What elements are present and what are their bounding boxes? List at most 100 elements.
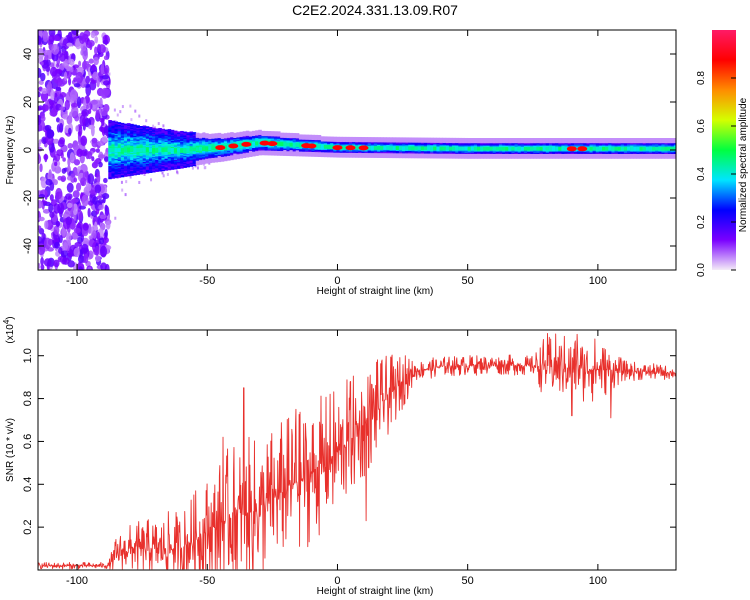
spectrogram-cell <box>270 150 275 152</box>
spectrogram-cell <box>308 135 312 138</box>
spectrogram-cell <box>161 145 165 148</box>
spectrogram-cell <box>230 134 234 137</box>
spectrogram-cell <box>152 145 156 148</box>
spectrogram-cell <box>417 137 422 140</box>
spectrogram-cell <box>492 139 497 141</box>
spectrogram-cell <box>592 142 597 145</box>
spectrogram-cell <box>395 139 400 142</box>
spectrogram-cell <box>633 156 637 158</box>
spectrogram-cell <box>477 150 481 152</box>
spectrogram-cell <box>158 127 162 130</box>
spectrogram-cell <box>117 161 122 164</box>
spectrogram-cell <box>148 166 153 169</box>
spectrogram-cell <box>439 137 444 140</box>
spectrogram-cell <box>214 142 219 145</box>
spectrogram-cell <box>595 152 600 154</box>
spectrogram-cell <box>330 142 334 145</box>
spectrogram-cell <box>158 136 162 138</box>
spectrogram-cell <box>395 156 400 159</box>
spectrogram-cell <box>139 135 144 138</box>
spectrogram-cell <box>261 134 265 137</box>
spectrogram-cell <box>120 131 125 133</box>
spectrogram-core <box>614 146 619 151</box>
spectrogram-cell <box>536 139 540 141</box>
spectrogram-cell <box>261 138 265 140</box>
spectrogram-cell <box>330 137 334 140</box>
spectrogram-cell <box>645 140 650 142</box>
spectrogram-cell <box>120 144 125 147</box>
spectrogram-cell <box>252 140 256 143</box>
spectrogram-cell <box>214 133 219 135</box>
spectrogram-cell <box>142 161 147 164</box>
spectrogram-cell <box>427 140 431 142</box>
noise-blob <box>78 60 82 67</box>
spectrogram-cell <box>108 153 112 156</box>
noise-blob <box>97 215 101 226</box>
spectrogram-cell <box>270 134 275 137</box>
spectrogram-cell <box>623 153 628 156</box>
spectrogram-cell <box>448 149 453 152</box>
spectrogram-cell <box>514 153 519 156</box>
spectrogram-cell <box>320 151 325 154</box>
spectrogram-cell <box>170 137 175 139</box>
spectrogram-cell <box>670 151 675 153</box>
spectrogram-cell <box>114 162 119 164</box>
spectrogram-cell <box>558 151 562 153</box>
spectrogram-cell <box>117 154 122 157</box>
spectrogram-cell <box>489 157 494 159</box>
spectrogram-cell <box>623 140 628 142</box>
spectrogram-cell <box>120 157 125 160</box>
spectrogram-cell <box>317 148 322 150</box>
spectrogram-cell <box>308 138 312 140</box>
spectrogram-cell <box>314 152 319 155</box>
spectrogram-cell <box>402 144 406 147</box>
spectrogram-cell <box>130 167 134 169</box>
spectrogram-cell <box>130 140 134 143</box>
spectrogram-cell <box>311 154 315 156</box>
spectrogram-cell <box>230 151 234 153</box>
spectrogram-cell <box>139 129 144 132</box>
spectrogram-cell <box>111 147 115 149</box>
spectrogram-cell <box>236 133 240 136</box>
spectrogram-cell <box>264 152 269 155</box>
spectrogram-cell <box>123 169 128 171</box>
spectrogram-cell <box>483 154 487 157</box>
spectrogram-cell <box>223 153 228 156</box>
spectrogram-cell <box>223 151 228 153</box>
spectrogram-cell <box>352 150 356 152</box>
spectrogram-cell <box>108 168 112 170</box>
spectrogram-cell <box>211 137 215 139</box>
spectrogram-cell <box>120 128 125 131</box>
spectrogram-cell <box>555 144 559 146</box>
spectrogram-cell <box>377 141 381 144</box>
spectrogram-cell <box>214 134 219 137</box>
spectrogram-cell <box>120 125 125 127</box>
spectrogram-cell <box>264 153 269 156</box>
spectrogram-cell <box>398 152 403 155</box>
spectrogram-cell <box>389 155 394 157</box>
spectrogram-cell <box>392 154 397 156</box>
spectrogram-cell <box>255 151 259 154</box>
spectrogram-core <box>145 148 150 152</box>
spectrogram-cell <box>245 130 250 133</box>
colorbar-label: Normalized spectral amplitude <box>738 97 749 232</box>
spectrogram-cell <box>333 141 337 144</box>
spectrogram-cell <box>373 151 378 154</box>
spectrogram-cell <box>280 139 284 142</box>
spectrogram-cell <box>511 141 515 144</box>
spectrogram-cell <box>189 156 194 159</box>
spectrogram-cell <box>108 154 112 157</box>
spectrogram-cell <box>592 145 597 147</box>
sparse-cell <box>129 104 132 108</box>
spectrogram-cell <box>148 156 153 159</box>
spectrogram-cell <box>205 152 209 155</box>
spectrogram-cell <box>480 156 484 158</box>
spectrogram-cell <box>217 156 222 159</box>
spectrogram-cell <box>433 155 437 158</box>
spectrogram-cell <box>217 135 222 137</box>
spectrogram-cell <box>373 156 378 158</box>
noise-blob <box>70 89 78 101</box>
spectrogram-cell <box>252 139 256 141</box>
spectrogram-cell <box>148 153 153 155</box>
spectrogram-core <box>548 146 553 151</box>
